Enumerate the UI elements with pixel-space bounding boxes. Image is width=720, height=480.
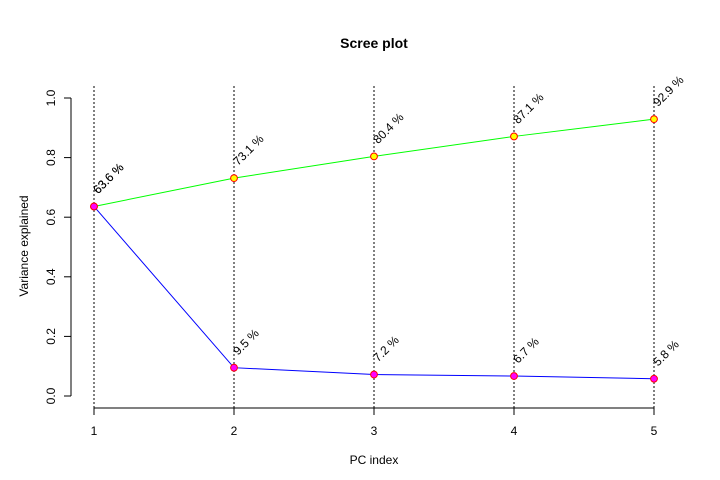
cumulative-data-label: 87.1 % (510, 90, 547, 127)
individual-data-label: 63.6 % (90, 160, 127, 197)
cumulative-point (370, 152, 378, 161)
axes: 1 2 3 4 5 0.0 0.2 0.4 0.6 0.8 1.0 (44, 89, 658, 438)
y-tick-label: 0.8 (44, 149, 58, 166)
x-tick-label: 5 (651, 424, 658, 438)
cumulative-point (230, 174, 238, 183)
y-tick-label: 0.4 (44, 268, 58, 285)
individual-point (230, 363, 238, 372)
cumulative-data-label: 92.9 % (650, 73, 687, 110)
x-tick-label: 4 (511, 424, 518, 438)
individual-data-label: 9.5 % (230, 326, 262, 358)
y-tick-label: 1.0 (44, 89, 58, 106)
y-tick-label: 0.2 (44, 328, 58, 345)
individual-point (510, 372, 518, 380)
x-tick-label: 1 (91, 424, 98, 438)
chart-title: Scree plot (340, 35, 408, 51)
y-axis-label: Variance explained (17, 195, 31, 296)
series (90, 115, 658, 383)
individual-point (650, 374, 658, 383)
data-labels: 63.6 %73.1 %80.4 %87.1 % 92.9 %63.6 %9.5 … (90, 73, 687, 369)
cumulative-point (510, 132, 518, 141)
individual-point (90, 202, 98, 211)
x-axis-label: PC index (350, 453, 399, 467)
individual-data-label: 6.7 % (510, 334, 542, 366)
individual-data-label: 5.8 % (650, 337, 682, 369)
individual-data-label: 7.2 % (370, 333, 402, 365)
y-tick-label: 0.0 (44, 387, 58, 404)
cumulative-data-label: 80.4 % (370, 110, 407, 147)
cumulative-point (650, 115, 658, 124)
y-tick-label: 0.6 (44, 209, 58, 226)
x-tick-label: 3 (371, 424, 378, 438)
x-tick-label: 2 (231, 424, 238, 438)
cumulative-data-label: 73.1 % (230, 132, 267, 169)
individual-point (370, 370, 378, 379)
